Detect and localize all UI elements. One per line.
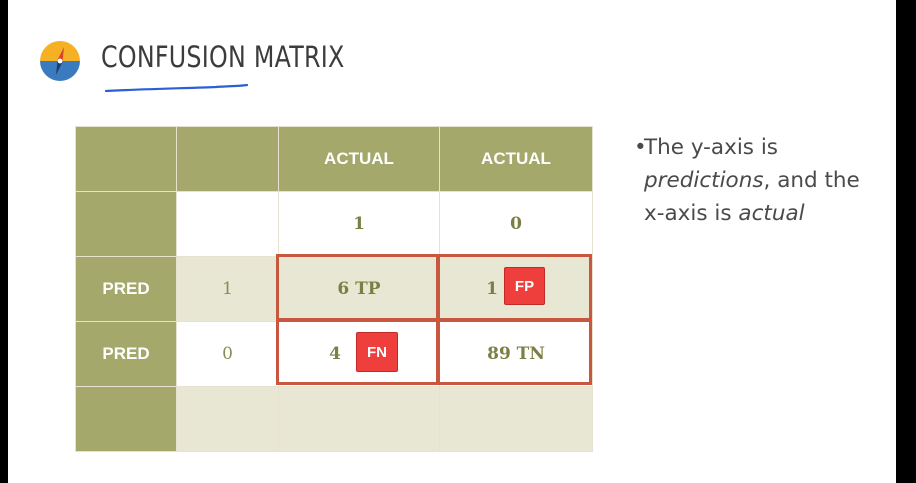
highlight-box-tp	[276, 254, 439, 321]
cell-tp: 6 TP	[278, 256, 440, 322]
row-label-cell	[75, 191, 177, 257]
compass-icon	[40, 41, 80, 81]
cell-fn-value: 4	[329, 344, 341, 364]
class-cell	[176, 191, 279, 257]
pred-class-1: 1	[176, 256, 279, 322]
bullet-text: , and the x-axis is	[644, 168, 860, 226]
bullet-point: • The y-axis is predictions, and the x-a…	[634, 131, 884, 230]
actual-class-1: 1	[278, 191, 440, 257]
table-row: ACTUAL ACTUAL	[75, 126, 593, 192]
table-row: PRED 0 4 89 TN	[75, 321, 593, 387]
header-actual: ACTUAL	[278, 126, 440, 192]
pred-label: PRED	[75, 321, 177, 387]
bullet-dot: •	[634, 135, 647, 160]
highlight-box-tn	[437, 319, 592, 385]
actual-class-0: 0	[439, 191, 593, 257]
page-title: CONFUSION MATRIX	[101, 40, 345, 74]
table-row: PRED 1 6 TP 1	[75, 256, 593, 322]
header-cell	[176, 126, 279, 192]
empty-cell	[439, 386, 593, 452]
bullet-em-actual: actual	[738, 201, 805, 226]
bullet-text: The y-axis is	[644, 135, 779, 160]
header-actual: ACTUAL	[439, 126, 593, 192]
header-cell	[75, 126, 177, 192]
pred-label: PRED	[75, 256, 177, 322]
bullet-em-predictions: predictions	[644, 168, 764, 193]
cell-fp-value: 1	[486, 279, 498, 299]
confusion-matrix-table: ACTUAL ACTUAL 1 0 PRED 1 6 TP 1 PRED 0 4…	[75, 126, 593, 452]
cell-tn: 89 TN	[439, 321, 593, 387]
table-row: 1 0	[75, 191, 593, 257]
table-row	[75, 386, 593, 452]
slide: CONFUSION MATRIX ACTUAL ACTUAL 1 0 PRED …	[8, 0, 896, 483]
fn-tag: FN	[356, 332, 398, 372]
empty-cell	[75, 386, 177, 452]
empty-cell	[176, 386, 279, 452]
empty-cell	[278, 386, 440, 452]
pred-class-0: 0	[176, 321, 279, 387]
handwritten-underline	[104, 83, 249, 93]
fp-tag: FP	[504, 267, 545, 305]
